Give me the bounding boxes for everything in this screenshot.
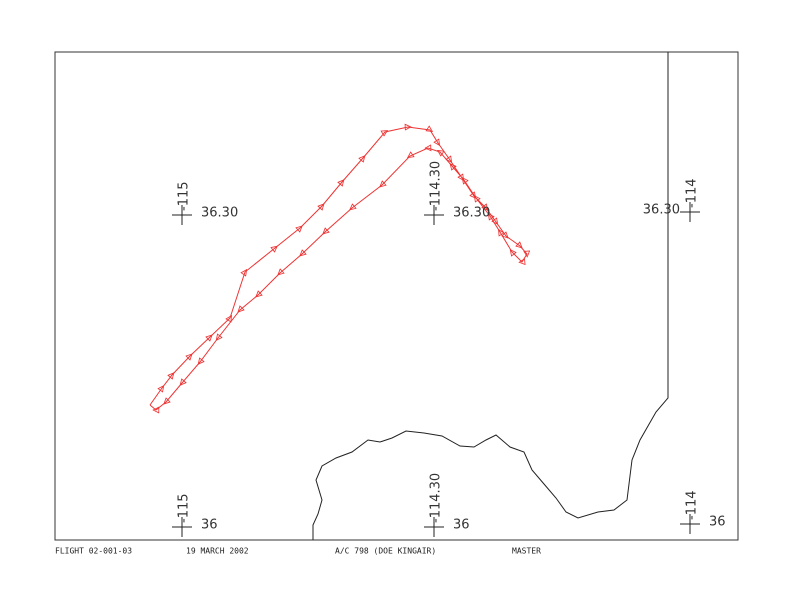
longitude-label: -114	[685, 490, 700, 520]
longitude-label: -114.30	[429, 473, 444, 523]
aircraft: A/C 798 (DOE KINGAIR)	[335, 547, 436, 556]
coastline	[312, 52, 669, 540]
footer: FLIGHT 02-001-03 19 MARCH 2002 A/C 798 (…	[55, 547, 541, 556]
latitude-label: 36.30	[643, 203, 680, 218]
flight-id: FLIGHT 02-001-03	[55, 547, 132, 556]
longitude-label: -115	[177, 493, 192, 523]
map-frame	[54, 51, 739, 541]
longitude-label: -115	[177, 181, 192, 211]
latitude-label: 36	[201, 518, 218, 533]
version: MASTER	[512, 547, 541, 556]
flight-track	[149, 127, 527, 410]
latitude-label: 36	[709, 515, 726, 530]
longitude-label: -114	[685, 178, 700, 208]
latitude-label: 36	[453, 518, 470, 533]
longitude-label: -114.30	[429, 161, 444, 211]
date: 19 MARCH 2002	[186, 547, 249, 556]
latitude-label: 36.30	[453, 206, 490, 221]
grid-labels: -115 36.30 -114.30 36.30 -114 36.30 -115 36 -114…	[172, 161, 726, 537]
latitude-label: 36.30	[201, 206, 238, 221]
